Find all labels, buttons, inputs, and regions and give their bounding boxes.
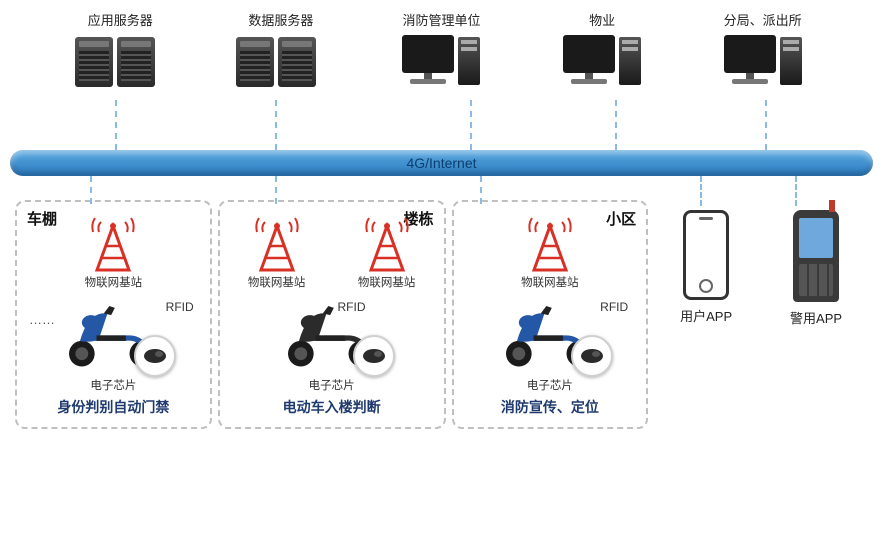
connector-line bbox=[615, 100, 617, 150]
top-node: 数据服务器 bbox=[211, 10, 351, 90]
connector-line bbox=[765, 100, 767, 150]
handheld-icon bbox=[793, 210, 839, 302]
chip-icon bbox=[571, 335, 613, 377]
top-node-label: 物业 bbox=[589, 10, 615, 29]
antenna-icon bbox=[87, 212, 139, 272]
ellipsis: …… bbox=[29, 312, 55, 327]
device-label: 用户APP bbox=[680, 306, 732, 325]
chip-icon bbox=[353, 335, 395, 377]
top-node-label: 应用服务器 bbox=[88, 10, 153, 29]
zone: 车棚 物联网基站 RFID …… 电子芯片身份判别自动门禁 bbox=[15, 200, 212, 429]
connector-line bbox=[90, 176, 92, 204]
iot-base-station: 物联网基站 bbox=[505, 212, 595, 290]
antenna-icon bbox=[524, 212, 576, 272]
chip-label: 电子芯片 bbox=[90, 377, 136, 393]
antenna-label: 物联网基站 bbox=[358, 274, 416, 290]
scooter-icon bbox=[277, 296, 387, 371]
top-row: 应用服务器 数据服务器 消防管理单位 物业 分局、派出所 bbox=[0, 10, 883, 90]
server-icon bbox=[236, 35, 326, 90]
top-node: 消防管理单位 bbox=[371, 10, 511, 90]
scooter-item: 电子芯片 bbox=[277, 296, 387, 393]
antenna-icon bbox=[251, 212, 303, 272]
zone-bottom-label: 电动车入楼判断 bbox=[228, 397, 436, 417]
server-icon bbox=[75, 35, 165, 90]
rfid-label: RFID bbox=[166, 300, 194, 314]
antenna-icon bbox=[361, 212, 413, 272]
chip-label: 电子芯片 bbox=[527, 377, 573, 393]
scooter-icon bbox=[495, 296, 605, 371]
iot-base-station: 物联网基站 bbox=[232, 212, 322, 290]
chip-icon bbox=[134, 335, 176, 377]
top-node: 分局、派出所 bbox=[693, 10, 833, 90]
scooter-icon bbox=[58, 296, 168, 371]
top-node: 物业 bbox=[532, 10, 672, 90]
connector-line bbox=[480, 176, 482, 204]
bus-label: 4G/Internet bbox=[406, 155, 476, 171]
zone-title: 小区 bbox=[606, 208, 636, 229]
device-col: 警用APP bbox=[764, 200, 868, 429]
top-node: 应用服务器 bbox=[50, 10, 190, 90]
pc-icon bbox=[557, 35, 647, 90]
top-node-label: 分局、派出所 bbox=[724, 10, 802, 29]
connector-line bbox=[275, 176, 277, 204]
connector-line bbox=[275, 100, 277, 150]
chip-label: 电子芯片 bbox=[309, 377, 355, 393]
network-bus: 4G/Internet bbox=[10, 150, 873, 176]
iot-base-station: 物联网基站 bbox=[68, 212, 158, 290]
top-node-label: 数据服务器 bbox=[248, 10, 313, 29]
antenna-label: 物联网基站 bbox=[85, 274, 143, 290]
zone: 小区 物联网基站RFID 电子芯片消防宣传、定位 bbox=[452, 200, 649, 429]
pc-icon bbox=[396, 35, 486, 90]
antenna-label: 物联网基站 bbox=[248, 274, 306, 290]
pc-icon bbox=[718, 35, 808, 90]
zone-bottom-label: 消防宣传、定位 bbox=[462, 397, 639, 417]
antenna-label: 物联网基站 bbox=[521, 274, 579, 290]
connector-line bbox=[700, 176, 702, 206]
connector-line bbox=[115, 100, 117, 150]
device-col: 用户APP bbox=[654, 200, 758, 429]
top-node-label: 消防管理单位 bbox=[402, 10, 480, 29]
connector-line bbox=[795, 176, 797, 206]
tower-row: 物联网基站 物联网基站 bbox=[228, 212, 436, 290]
phone-icon bbox=[683, 210, 729, 300]
connector-line bbox=[470, 100, 472, 150]
scooter-item: 电子芯片 bbox=[58, 296, 168, 393]
device-label: 警用APP bbox=[790, 308, 842, 327]
zone: 楼栋 物联网基站 物联网基站RFID 电子芯片电动车入楼判断 bbox=[218, 200, 446, 429]
scooter-item: 电子芯片 bbox=[495, 296, 605, 393]
zone-title: 车棚 bbox=[27, 208, 57, 229]
lower-row: 车棚 物联网基站RFID…… 电子芯片身份判别自动门禁楼栋 物联网基站 bbox=[15, 200, 868, 429]
scooter-row: 电子芯片 bbox=[228, 296, 436, 393]
zone-bottom-label: 身份判别自动门禁 bbox=[25, 397, 202, 417]
